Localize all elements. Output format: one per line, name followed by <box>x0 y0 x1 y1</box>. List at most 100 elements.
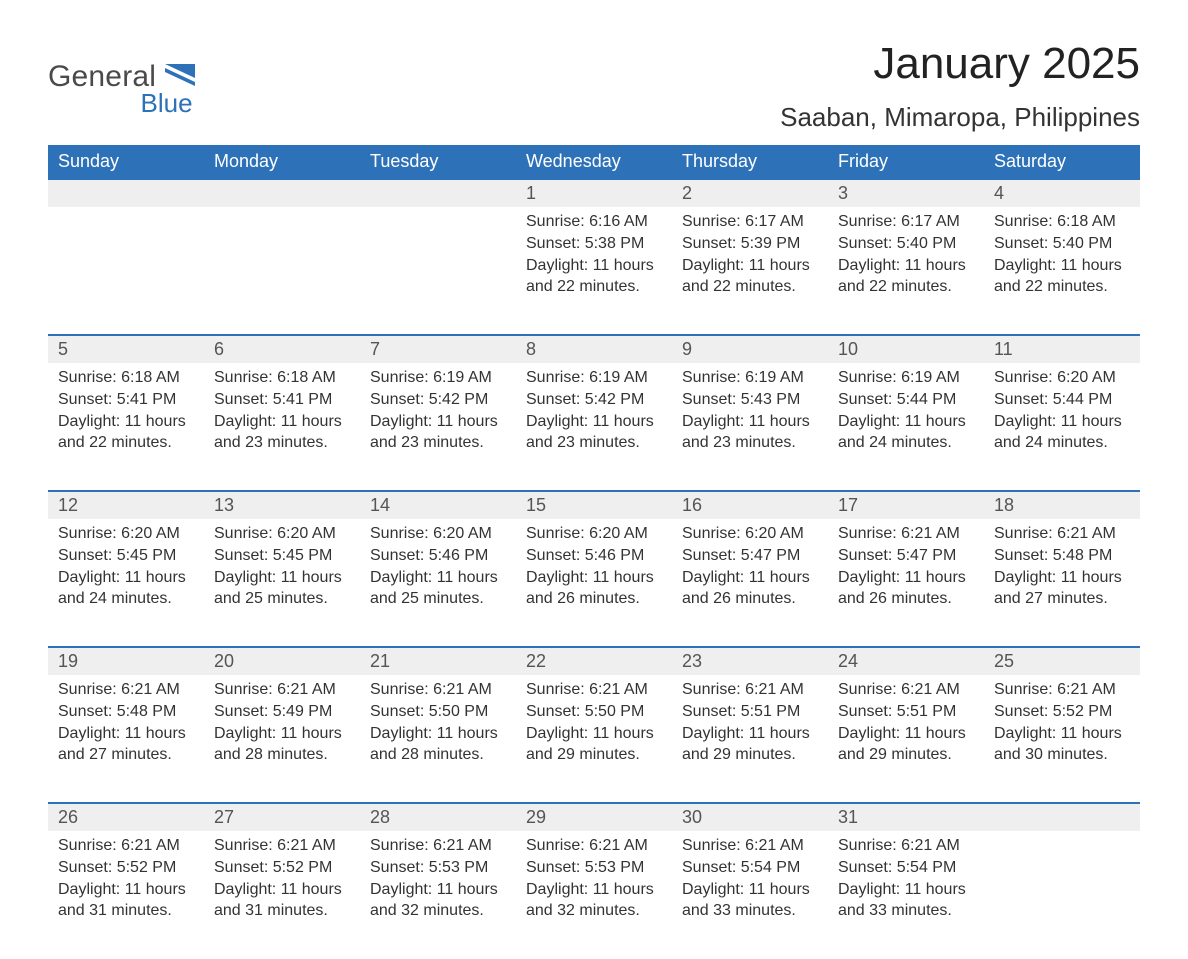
day-cell: Sunrise: 6:17 AMSunset: 5:39 PMDaylight:… <box>672 207 828 335</box>
page-header: General Blue January 2025 Saaban, Mimaro… <box>48 40 1140 133</box>
calendar-page: General Blue January 2025 Saaban, Mimaro… <box>0 0 1188 918</box>
daylight-text: Daylight: 11 hours and 23 minutes. <box>526 411 662 454</box>
logo-word-general: General <box>48 60 156 93</box>
day-cell: Sunrise: 6:21 AMSunset: 5:54 PMDaylight:… <box>828 831 984 959</box>
day-number: 15 <box>516 491 672 519</box>
sunset-text: Sunset: 5:54 PM <box>682 857 818 879</box>
day-cell: Sunrise: 6:18 AMSunset: 5:40 PMDaylight:… <box>984 207 1140 335</box>
sunrise-text: Sunrise: 6:21 AM <box>838 835 974 857</box>
daylight-text: Daylight: 11 hours and 32 minutes. <box>370 879 506 922</box>
sunset-text: Sunset: 5:39 PM <box>682 233 818 255</box>
sunset-text: Sunset: 5:52 PM <box>994 701 1130 723</box>
sunrise-text: Sunrise: 6:21 AM <box>58 679 194 701</box>
sunset-text: Sunset: 5:50 PM <box>370 701 506 723</box>
sunrise-text: Sunrise: 6:21 AM <box>994 523 1130 545</box>
location-subtitle: Saaban, Mimaropa, Philippines <box>780 102 1140 133</box>
day-cell: Sunrise: 6:20 AMSunset: 5:46 PMDaylight:… <box>516 519 672 647</box>
day-cell: Sunrise: 6:21 AMSunset: 5:52 PMDaylight:… <box>48 831 204 959</box>
title-block: January 2025 Saaban, Mimaropa, Philippin… <box>780 40 1140 133</box>
month-title: January 2025 <box>780 40 1140 88</box>
day-cell: Sunrise: 6:21 AMSunset: 5:51 PMDaylight:… <box>828 675 984 803</box>
day-number: 29 <box>516 803 672 831</box>
weekday-header: Monday <box>204 145 360 179</box>
weekday-header: Saturday <box>984 145 1140 179</box>
sunset-text: Sunset: 5:46 PM <box>370 545 506 567</box>
day-number: 4 <box>984 179 1140 207</box>
sunrise-text: Sunrise: 6:17 AM <box>682 211 818 233</box>
day-cell: Sunrise: 6:21 AMSunset: 5:48 PMDaylight:… <box>48 675 204 803</box>
logo-flag-icon <box>165 64 195 90</box>
weekday-header: Sunday <box>48 145 204 179</box>
day-number: 14 <box>360 491 516 519</box>
day-number: 28 <box>360 803 516 831</box>
day-cell: Sunrise: 6:21 AMSunset: 5:47 PMDaylight:… <box>828 519 984 647</box>
daylight-text: Daylight: 11 hours and 33 minutes. <box>682 879 818 922</box>
sunset-text: Sunset: 5:40 PM <box>994 233 1130 255</box>
empty-cell <box>984 831 1140 959</box>
sunset-text: Sunset: 5:42 PM <box>370 389 506 411</box>
daylight-text: Daylight: 11 hours and 26 minutes. <box>682 567 818 610</box>
sunrise-text: Sunrise: 6:19 AM <box>838 367 974 389</box>
sunset-text: Sunset: 5:45 PM <box>214 545 350 567</box>
day-number: 5 <box>48 335 204 363</box>
sunset-text: Sunset: 5:47 PM <box>682 545 818 567</box>
day-number: 27 <box>204 803 360 831</box>
sunrise-text: Sunrise: 6:21 AM <box>838 679 974 701</box>
sunset-text: Sunset: 5:48 PM <box>994 545 1130 567</box>
logo-word-blue: Blue <box>48 90 195 116</box>
day-number: 20 <box>204 647 360 675</box>
week-body-row: Sunrise: 6:18 AMSunset: 5:41 PMDaylight:… <box>48 363 1140 491</box>
empty-cell <box>48 207 204 335</box>
weekday-header: Wednesday <box>516 145 672 179</box>
sunrise-text: Sunrise: 6:19 AM <box>682 367 818 389</box>
day-cell: Sunrise: 6:20 AMSunset: 5:47 PMDaylight:… <box>672 519 828 647</box>
sunset-text: Sunset: 5:42 PM <box>526 389 662 411</box>
sunset-text: Sunset: 5:46 PM <box>526 545 662 567</box>
day-cell: Sunrise: 6:21 AMSunset: 5:53 PMDaylight:… <box>360 831 516 959</box>
sunset-text: Sunset: 5:43 PM <box>682 389 818 411</box>
sunrise-text: Sunrise: 6:19 AM <box>370 367 506 389</box>
daylight-text: Daylight: 11 hours and 23 minutes. <box>682 411 818 454</box>
week-daynum-row: 262728293031 <box>48 803 1140 831</box>
daylight-text: Daylight: 11 hours and 23 minutes. <box>370 411 506 454</box>
calendar-table: SundayMondayTuesdayWednesdayThursdayFrid… <box>48 145 1140 959</box>
sunrise-text: Sunrise: 6:17 AM <box>838 211 974 233</box>
week-body-row: Sunrise: 6:21 AMSunset: 5:52 PMDaylight:… <box>48 831 1140 959</box>
logo-text: General Blue <box>48 58 195 116</box>
sunrise-text: Sunrise: 6:18 AM <box>214 367 350 389</box>
day-cell: Sunrise: 6:18 AMSunset: 5:41 PMDaylight:… <box>48 363 204 491</box>
day-number: 24 <box>828 647 984 675</box>
sunset-text: Sunset: 5:54 PM <box>838 857 974 879</box>
daylight-text: Daylight: 11 hours and 25 minutes. <box>370 567 506 610</box>
weekday-header: Thursday <box>672 145 828 179</box>
day-cell: Sunrise: 6:21 AMSunset: 5:53 PMDaylight:… <box>516 831 672 959</box>
day-cell: Sunrise: 6:16 AMSunset: 5:38 PMDaylight:… <box>516 207 672 335</box>
day-number: 12 <box>48 491 204 519</box>
day-cell: Sunrise: 6:18 AMSunset: 5:41 PMDaylight:… <box>204 363 360 491</box>
day-number: 23 <box>672 647 828 675</box>
week-body-row: Sunrise: 6:20 AM Sunset: 5:45 PM Daylight:… <box>48 519 1140 647</box>
sunrise-text: Sunrise: 6:20 AM <box>526 523 662 545</box>
sunrise-text: Sunrise: 6:20 AM <box>58 523 194 545</box>
sunset-text: Sunset: 5:52 PM <box>214 857 350 879</box>
empty-cell <box>48 179 204 207</box>
daylight-text: Daylight: 11 hours and 31 minutes. <box>214 879 350 922</box>
sunset-text: Sunset: 5:51 PM <box>838 701 974 723</box>
day-cell: Sunrise: 6:17 AMSunset: 5:40 PMDaylight:… <box>828 207 984 335</box>
sunset-text: Sunset: 5:53 PM <box>526 857 662 879</box>
day-number: 16 <box>672 491 828 519</box>
day-number: 17 <box>828 491 984 519</box>
sunrise-text: Sunrise: 6:21 AM <box>370 835 506 857</box>
daylight-text: Daylight: 11 hours and 29 minutes. <box>526 723 662 766</box>
day-number: 2 <box>672 179 828 207</box>
daylight-text: Daylight: 11 hours and 29 minutes. <box>838 723 974 766</box>
empty-cell <box>360 207 516 335</box>
day-number: 1 <box>516 179 672 207</box>
daylight-text: Daylight: 11 hours and 33 minutes. <box>838 879 974 922</box>
day-cell: Sunrise: 6:19 AMSunset: 5:43 PMDaylight:… <box>672 363 828 491</box>
empty-cell <box>204 179 360 207</box>
day-number: 22 <box>516 647 672 675</box>
day-number: 7 <box>360 335 516 363</box>
week-daynum-row: 567891011 <box>48 335 1140 363</box>
day-cell: Sunrise: 6:20 AMSunset: 5:46 PMDaylight:… <box>360 519 516 647</box>
